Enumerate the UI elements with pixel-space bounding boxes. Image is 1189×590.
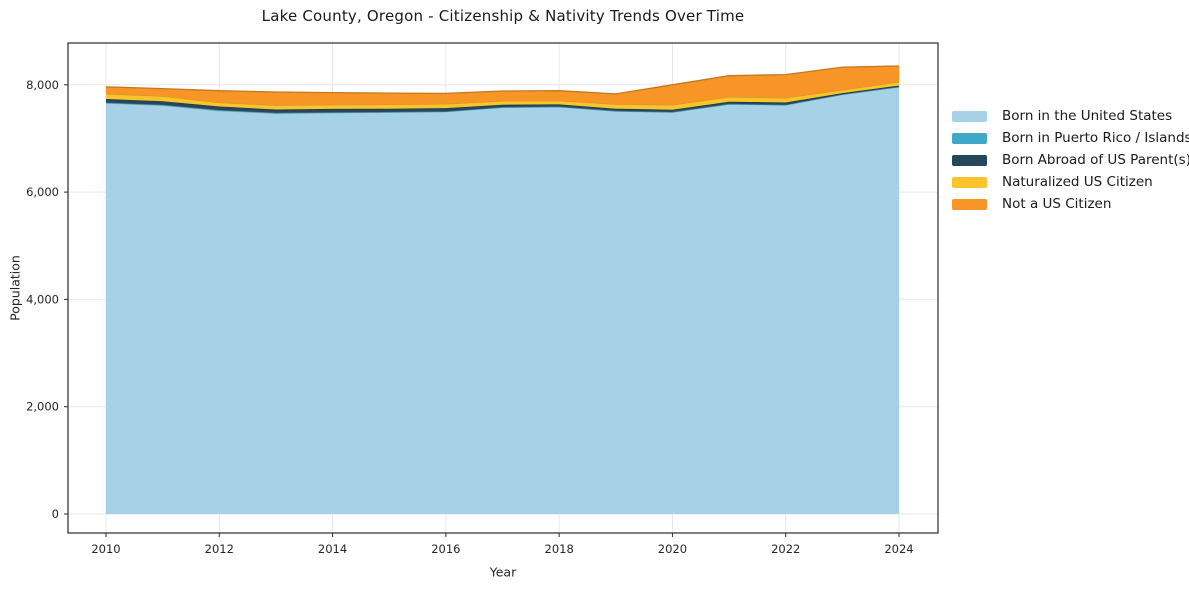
x-axis-label: Year xyxy=(489,564,517,580)
x-tick-label: 2018 xyxy=(545,542,574,556)
axes: 2010 2012 2014 2016 2018 2020 2022 2024 0 2,000 4,… xyxy=(26,78,914,556)
area-not-a-us-citizen xyxy=(106,66,899,106)
chart-title: Lake County, Oregon - Citizenship & Nati… xyxy=(261,7,745,25)
y-tick-label: 6,000 xyxy=(26,185,59,199)
legend-item-not-a-us-citizen: Not a US Citizen xyxy=(952,193,1189,215)
plot-area-border xyxy=(67,42,939,534)
edge-not-a-us-citizen xyxy=(105,65,900,95)
legend-item-born-in-puerto-rico-islands: Born in Puerto Rico / Islands xyxy=(952,127,1189,149)
legend-swatch-icon xyxy=(952,176,987,188)
area-layers xyxy=(105,65,900,515)
legend-swatch-icon xyxy=(952,110,987,122)
legend-label: Born in the United States xyxy=(1002,108,1173,124)
x-tick-label: 2014 xyxy=(318,542,347,556)
y-tick-label: 8,000 xyxy=(26,78,59,92)
legend-item-naturalized-us-citizen: Naturalized US Citizen xyxy=(952,171,1189,193)
y-axis-label: Population xyxy=(7,255,23,321)
x-tick-label: 2016 xyxy=(431,542,460,556)
legend-label: Naturalized US Citizen xyxy=(1002,174,1153,190)
area-born-in-the-united-states xyxy=(106,86,899,515)
legend-label: Born Abroad of US Parent(s) xyxy=(1002,152,1189,168)
x-tick-label: 2012 xyxy=(205,542,234,556)
y-tick-label: 0 xyxy=(52,507,59,521)
legend-swatch-icon xyxy=(952,132,987,144)
chart-legend: Born in the United States Born in Puerto … xyxy=(952,105,1189,215)
y-tick-label: 4,000 xyxy=(26,292,59,306)
x-tick-label: 2024 xyxy=(884,542,913,556)
x-tick-label: 2022 xyxy=(771,542,800,556)
legend-swatch-icon xyxy=(952,198,987,210)
y-tick-label: 2,000 xyxy=(26,400,59,414)
x-tick-label: 2010 xyxy=(91,542,120,556)
area-naturalized-us-citizen xyxy=(106,81,899,110)
legend-label: Born in Puerto Rico / Islands xyxy=(1002,130,1189,146)
legend-swatch-icon xyxy=(952,154,987,166)
legend-item-born-in-the-united-states: Born in the United States xyxy=(952,105,1189,127)
x-tick-label: 2020 xyxy=(658,542,687,556)
legend-label: Not a US Citizen xyxy=(1002,196,1112,212)
legend-item-born-abroad-of-us-parent-s: Born Abroad of US Parent(s) xyxy=(952,149,1189,171)
